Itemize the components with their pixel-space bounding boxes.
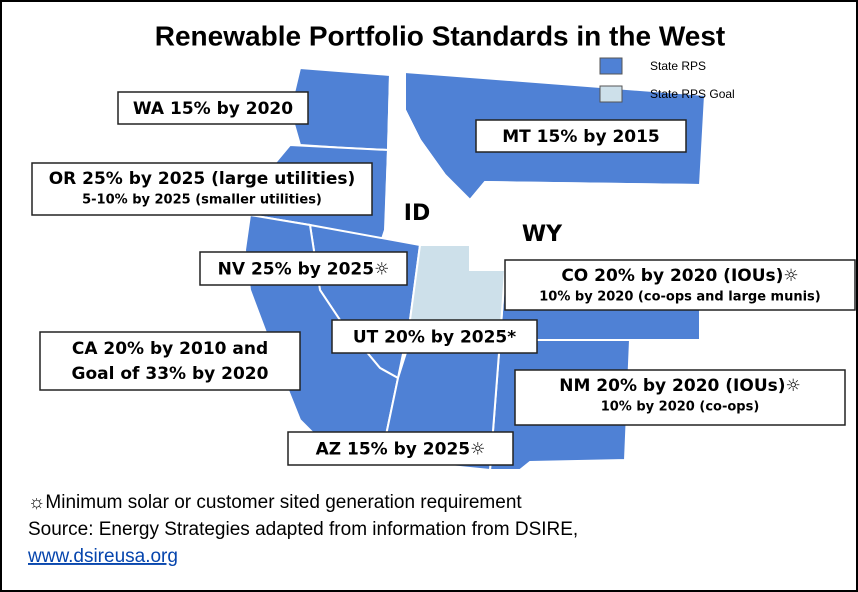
state-sublabel: Goal of 33% by 2020 xyxy=(72,364,269,384)
state-label: WY xyxy=(522,222,563,247)
link[interactable]: www.dsireusa.org xyxy=(27,546,178,567)
state-label: WA 15% by 2020 xyxy=(133,99,293,119)
legend-swatch xyxy=(599,85,623,103)
label-box xyxy=(504,259,856,311)
title: Renewable Portfolio Standards in the Wes… xyxy=(155,20,725,51)
label-box xyxy=(199,251,408,286)
legend-swatch xyxy=(599,57,623,75)
state-label: OR 25% by 2025 (large utilities) xyxy=(49,169,356,189)
footnote: ☼Minimum solar or customer sited generat… xyxy=(28,492,522,513)
state-label: NM 20% by 2020 (IOUs)☼ xyxy=(559,376,801,396)
state-label: CO 20% by 2020 (IOUs)☼ xyxy=(561,266,798,286)
state-label: CA 20% by 2010 and xyxy=(72,339,268,359)
state-label: MT 15% by 2015 xyxy=(502,127,660,147)
state-sublabel: 10% by 2020 (co-ops) xyxy=(601,400,760,415)
state-label: ID xyxy=(404,201,430,226)
label-box xyxy=(287,431,514,466)
footnote: Source: Energy Strategies adapted from i… xyxy=(28,519,578,540)
state-label: UT 20% by 2025* xyxy=(353,328,516,348)
state-wy xyxy=(469,180,701,272)
legend-label: State RPS Goal xyxy=(650,87,735,101)
state-sublabel: 5-10% by 2025 (smaller utilities) xyxy=(82,193,322,208)
label-box xyxy=(331,319,538,354)
label-box xyxy=(31,162,373,216)
legend-label: State RPS xyxy=(650,59,706,73)
label-box xyxy=(117,91,309,125)
state-label: AZ 15% by 2025☼ xyxy=(316,440,486,460)
label-box xyxy=(39,331,301,391)
state-sublabel: 10% by 2020 (co-ops and large munis) xyxy=(539,290,820,305)
label-box xyxy=(475,119,687,153)
state-label: NV 25% by 2025☼ xyxy=(218,260,390,280)
label-box xyxy=(514,369,846,426)
